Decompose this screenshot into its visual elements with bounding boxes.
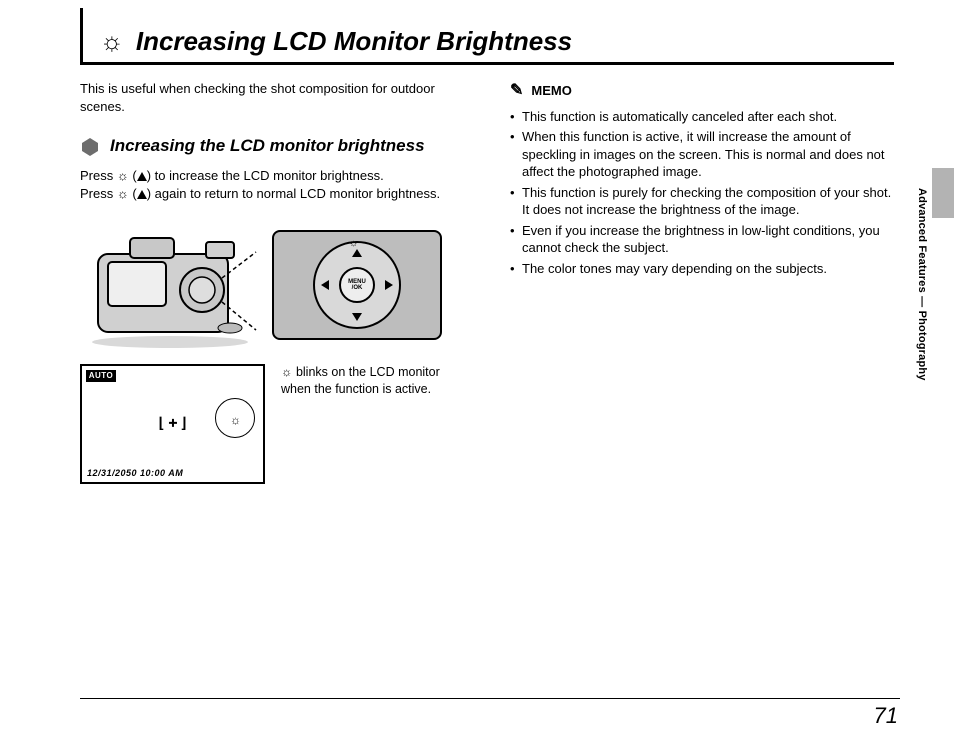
brightness-icon: ☼ <box>117 186 129 201</box>
memo-heading: ✎ MEMO <box>510 80 894 102</box>
memo-item: This function is purely for checking the… <box>510 184 894 219</box>
memo-item: This function is automatically canceled … <box>510 108 894 126</box>
instr-seg: ) again to return to normal LCD monitor … <box>147 186 440 201</box>
left-column: This is useful when checking the shot co… <box>80 80 470 484</box>
page-title-row: ☼ Increasing LCD Monitor Brightness <box>100 24 572 59</box>
up-arrow-icon <box>137 190 147 199</box>
memo-title: MEMO <box>531 82 571 100</box>
instr-seg: Press <box>80 186 117 201</box>
dpad-up-icon <box>352 249 362 257</box>
lcd-mode-badge: AUTO <box>86 370 116 382</box>
brightness-icon: ☼ <box>117 168 129 183</box>
subheading-row: Increasing the LCD monitor brightness <box>80 135 470 157</box>
title-underline <box>80 62 894 65</box>
camera-illustration <box>80 220 260 350</box>
memo-list: This function is automatically canceled … <box>510 108 894 278</box>
dpad-center-bot: /OK <box>352 285 363 291</box>
lcd-datetime: 12/31/2050 10:00 AM <box>87 467 183 479</box>
dpad-left-icon <box>321 280 329 290</box>
instr-seg: Press <box>80 168 117 183</box>
content: This is useful when checking the shot co… <box>80 80 894 484</box>
side-tab <box>932 168 954 218</box>
instr-seg: ( <box>129 186 137 201</box>
dpad-right-icon <box>385 280 393 290</box>
instruction-text: Press ☼ ( ) to increase the LCD monitor b… <box>80 167 470 202</box>
right-column: ✎ MEMO This function is automatically ca… <box>510 80 894 484</box>
memo-item: When this function is active, it will in… <box>510 128 894 181</box>
dpad-down-icon <box>352 313 362 321</box>
instr-seg: ) to increase the LCD monitor brightness… <box>147 168 384 183</box>
brightness-icon: ☼ <box>100 24 124 59</box>
figure-lcd-row: AUTO ⌊⌋ ☼ 12/31/2050 10:00 AM ☼ blinks o… <box>80 364 470 484</box>
footer-rule <box>80 698 900 699</box>
up-arrow-icon <box>137 172 147 181</box>
title-bar-left <box>80 8 83 65</box>
page-number: 71 <box>874 701 898 731</box>
brightness-icon: ☼ <box>230 411 241 427</box>
lcd-illustration: AUTO ⌊⌋ ☼ 12/31/2050 10:00 AM <box>80 364 265 484</box>
lcd-caption: ☼ blinks on the LCD monitor when the fun… <box>281 364 456 398</box>
dpad-panel: ☼ MENU /OK <box>272 230 442 340</box>
lcd-focus-frame: ⌊⌋ <box>156 413 188 433</box>
memo-item: The color tones may vary depending on th… <box>510 260 894 278</box>
subheading: Increasing the LCD monitor brightness <box>110 135 425 156</box>
dpad-center-button: MENU /OK <box>339 267 375 303</box>
side-label: Advanced Features — Photography <box>914 188 929 381</box>
dpad: ☼ MENU /OK <box>313 241 401 329</box>
memo-item: Even if you increase the brightness in l… <box>510 222 894 257</box>
figure-camera-row: ☼ MENU /OK <box>80 220 470 350</box>
instr-seg: ( <box>129 168 137 183</box>
brightness-icon: ☼ <box>281 365 292 379</box>
hex-bullet-icon <box>80 137 100 157</box>
caption-text: blinks on the LCD monitor when the funct… <box>281 365 440 396</box>
intro-text: This is useful when checking the shot co… <box>80 80 470 115</box>
memo-icon: ✎ <box>510 80 523 102</box>
page-title: Increasing LCD Monitor Brightness <box>136 24 572 59</box>
